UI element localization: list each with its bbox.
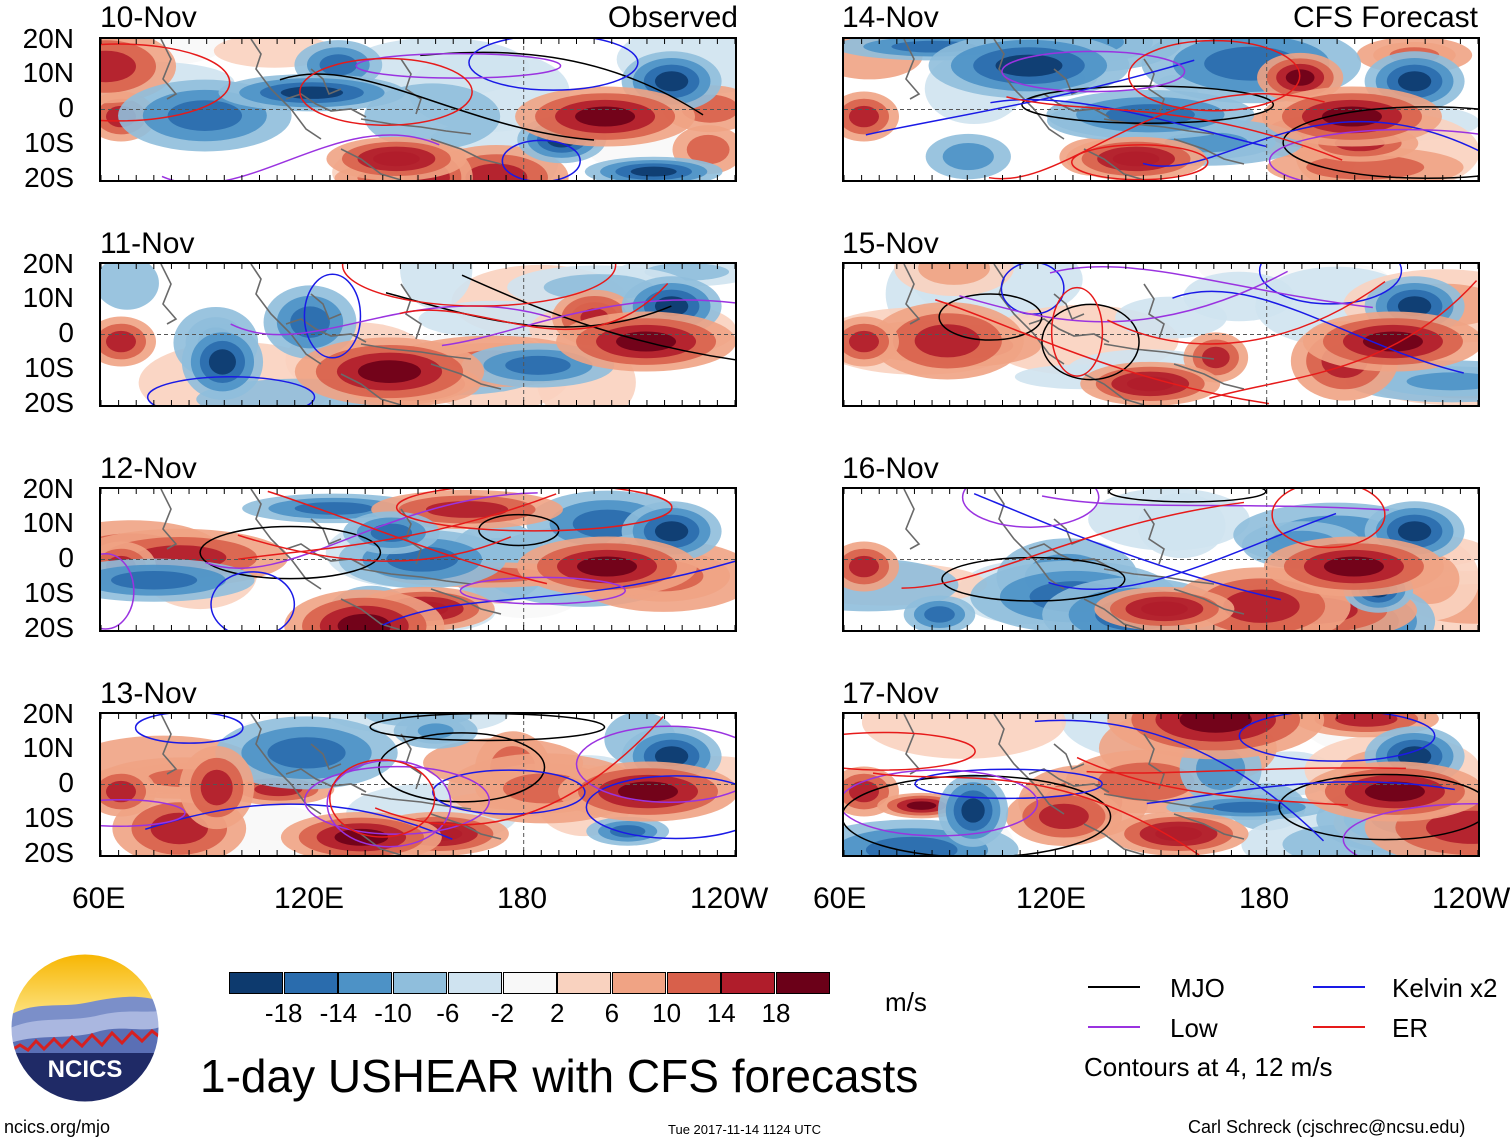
lat-label: 10N	[22, 282, 74, 313]
cfs-forecast-label: CFS Forecast	[1292, 1, 1478, 34]
legend-label-mjo: MJO	[1170, 973, 1225, 1003]
lat-label: 10S	[24, 127, 74, 158]
colorbar-tick: -2	[490, 998, 515, 1028]
lon-label: 180	[1239, 882, 1290, 915]
legend-label-kelvin: Kelvin x2	[1392, 973, 1498, 1003]
colorbar-tick: -14	[319, 998, 358, 1028]
main-title: 1-day USHEAR with CFS forecasts	[200, 1050, 919, 1102]
lat-label: 20N	[22, 473, 74, 504]
map-panel-13-nov	[99, 712, 737, 857]
lat-label: 20S	[24, 162, 74, 193]
panel-date: 12-Nov	[100, 452, 197, 485]
lat-label: 10S	[24, 352, 74, 383]
footer-timestamp: Tue 2017-11-14 1124 UTC	[668, 1122, 821, 1137]
lat-label: 10N	[22, 57, 74, 88]
legend-label-er: ER	[1392, 1013, 1429, 1043]
legend-line-er	[1313, 1026, 1365, 1028]
lat-label: 10N	[22, 732, 74, 763]
panel-date: 17-Nov	[842, 677, 939, 710]
lon-label: 60E	[813, 882, 867, 915]
colorbar-tick: 18	[761, 998, 791, 1028]
lat-label: 0	[58, 767, 74, 798]
colorbar-cell	[776, 972, 830, 994]
lon-label: 120W	[1432, 882, 1510, 915]
observed-label: Observed	[607, 1, 738, 34]
ncics-logo: NCICS	[10, 953, 160, 1103]
colorbar-tick: 2	[549, 998, 565, 1028]
colorbar-cell	[447, 972, 502, 994]
units-label: m/s	[885, 987, 927, 1017]
map-panel-11-nov	[99, 262, 737, 407]
colorbar-tick: -18	[264, 998, 303, 1028]
lon-label: 120W	[690, 882, 769, 915]
legend-line-low	[1088, 1026, 1140, 1028]
panel-date: 10-Nov	[100, 1, 197, 34]
lon-label: 60E	[72, 882, 126, 915]
colorbar-cell	[557, 972, 612, 994]
legend-label-low: Low	[1170, 1013, 1218, 1043]
colorbar-tick: 10	[652, 998, 682, 1028]
legend-line-mjo	[1088, 986, 1140, 988]
legend-line-kelvin	[1313, 986, 1365, 988]
lat-label: 0	[58, 542, 74, 573]
colorbar-cell	[502, 972, 557, 994]
lat-label: 0	[58, 317, 74, 348]
lat-label: 20N	[22, 698, 74, 729]
lon-label: 120E	[274, 882, 345, 915]
colorbar-tick: -6	[436, 998, 460, 1028]
lat-label: 10N	[22, 507, 74, 538]
colorbar-cell	[338, 972, 393, 994]
map-panel-10-nov	[99, 37, 737, 182]
map-panel-14-nov	[842, 37, 1480, 182]
colorbar-cell	[666, 972, 721, 994]
panel-date: 14-Nov	[842, 1, 939, 34]
colorbar-tick: 14	[706, 998, 736, 1028]
map-panel-12-nov	[99, 487, 737, 632]
colorbar-tick: -10	[374, 998, 412, 1028]
lon-label: 120E	[1016, 882, 1087, 915]
logo-text: NCICS	[48, 1056, 123, 1083]
contour-note: Contours at 4, 12 m/s	[1084, 1052, 1333, 1082]
map-panel-17-nov	[842, 712, 1480, 857]
map-panel-15-nov	[842, 262, 1480, 407]
colorbar-tick: 6	[604, 998, 620, 1028]
lat-label: 10S	[24, 577, 74, 608]
colorbar-cell	[229, 972, 283, 994]
lat-label: 0	[58, 92, 74, 123]
footer-author: Carl Schreck (cjschrec@ncsu.edu)	[1188, 1117, 1466, 1137]
colorbar-cell	[611, 972, 666, 994]
map-panel-16-nov	[842, 487, 1480, 632]
lat-label: 20N	[22, 248, 74, 279]
lon-label: 180	[497, 882, 548, 915]
lat-label: 20N	[22, 23, 74, 54]
panel-date: 15-Nov	[842, 227, 939, 260]
lat-label: 20S	[24, 837, 74, 868]
panel-date: 11-Nov	[100, 227, 195, 260]
colorbar-cell	[721, 972, 776, 994]
lat-label: 20S	[24, 612, 74, 643]
colorbar-cell	[393, 972, 448, 994]
panel-date: 13-Nov	[100, 677, 197, 710]
lat-label: 20S	[24, 387, 74, 418]
colorbar-cell	[283, 972, 338, 994]
panel-date: 16-Nov	[842, 452, 939, 485]
lat-label: 10S	[24, 802, 74, 833]
footer-url: ncics.org/mjo	[4, 1117, 111, 1137]
